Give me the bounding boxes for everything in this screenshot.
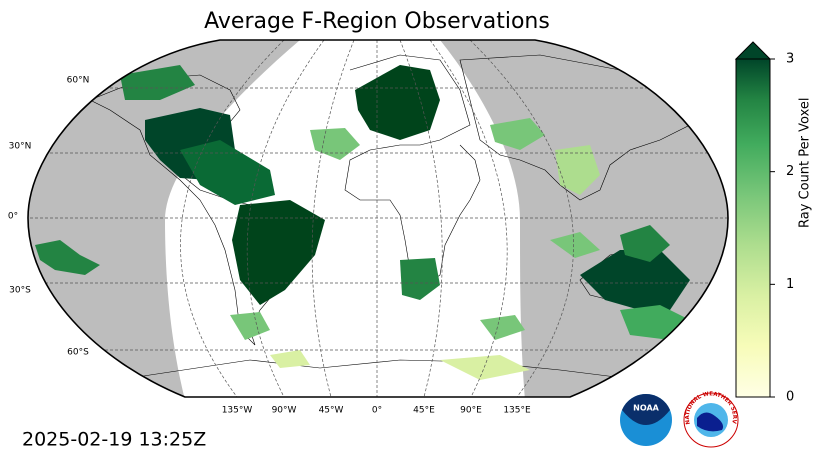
observation-blob (550, 232, 600, 258)
meridian (246, 40, 325, 397)
colorbar-tick-label: 1 (786, 277, 794, 292)
lat-label: 0° (8, 212, 18, 222)
observation-blob (355, 65, 440, 140)
meridian (429, 40, 508, 397)
observation-blob (580, 250, 690, 310)
observation-blob (480, 315, 525, 340)
observation-blob (230, 312, 270, 340)
lon-label: 45°W (319, 406, 344, 416)
observation-blob (180, 140, 275, 205)
observation-blob (35, 240, 100, 275)
lon-label: 90°W (272, 406, 297, 416)
observation-blob (555, 145, 600, 195)
colorbar-tick-label: 3 (786, 52, 794, 67)
nws-cloud (697, 412, 724, 432)
meridian (311, 40, 355, 397)
lon-label: 90°E (460, 406, 482, 416)
noaa-text: NOAA (633, 404, 659, 413)
lon-label: 135°E (503, 406, 531, 416)
ray-count-field (35, 65, 690, 380)
colorbar-label: Ray Count Per Voxel (798, 98, 813, 228)
lat-label: 60°N (67, 76, 90, 86)
observation-blob (232, 200, 325, 305)
observation-blob (620, 225, 670, 262)
lat-label: 30°S (9, 286, 31, 296)
colorbar-tick-label: 2 (786, 164, 794, 179)
lat-label: 60°S (67, 348, 89, 358)
observation-blob (400, 258, 440, 300)
noaa-logo: NOAA (620, 394, 672, 446)
colorbar-ramp (735, 58, 771, 398)
noaa-top (622, 394, 670, 425)
colorbar-tick-label: 0 (786, 390, 794, 405)
observation-blob (490, 118, 545, 150)
lat-label: 30°N (9, 142, 32, 152)
colorbar-extension (734, 41, 772, 60)
observation-blob (440, 355, 530, 380)
lon-label: 45°E (413, 406, 435, 416)
timestamp: 2025-02-19 13:25Z (22, 429, 206, 451)
colorbar: Ray Count Per Voxel 0 1 2 3 (734, 41, 813, 405)
meridian (399, 40, 443, 397)
observation-blob (270, 350, 310, 368)
observation-blob (310, 128, 360, 160)
day-region (165, 40, 525, 397)
lon-label: 0° (372, 406, 382, 416)
graticule (28, 40, 728, 397)
map (28, 40, 728, 397)
title: Average F-Region Observations (204, 9, 550, 34)
map-border (27, 39, 729, 398)
lon-label: 135°W (222, 406, 253, 416)
observation-blob (120, 65, 195, 100)
